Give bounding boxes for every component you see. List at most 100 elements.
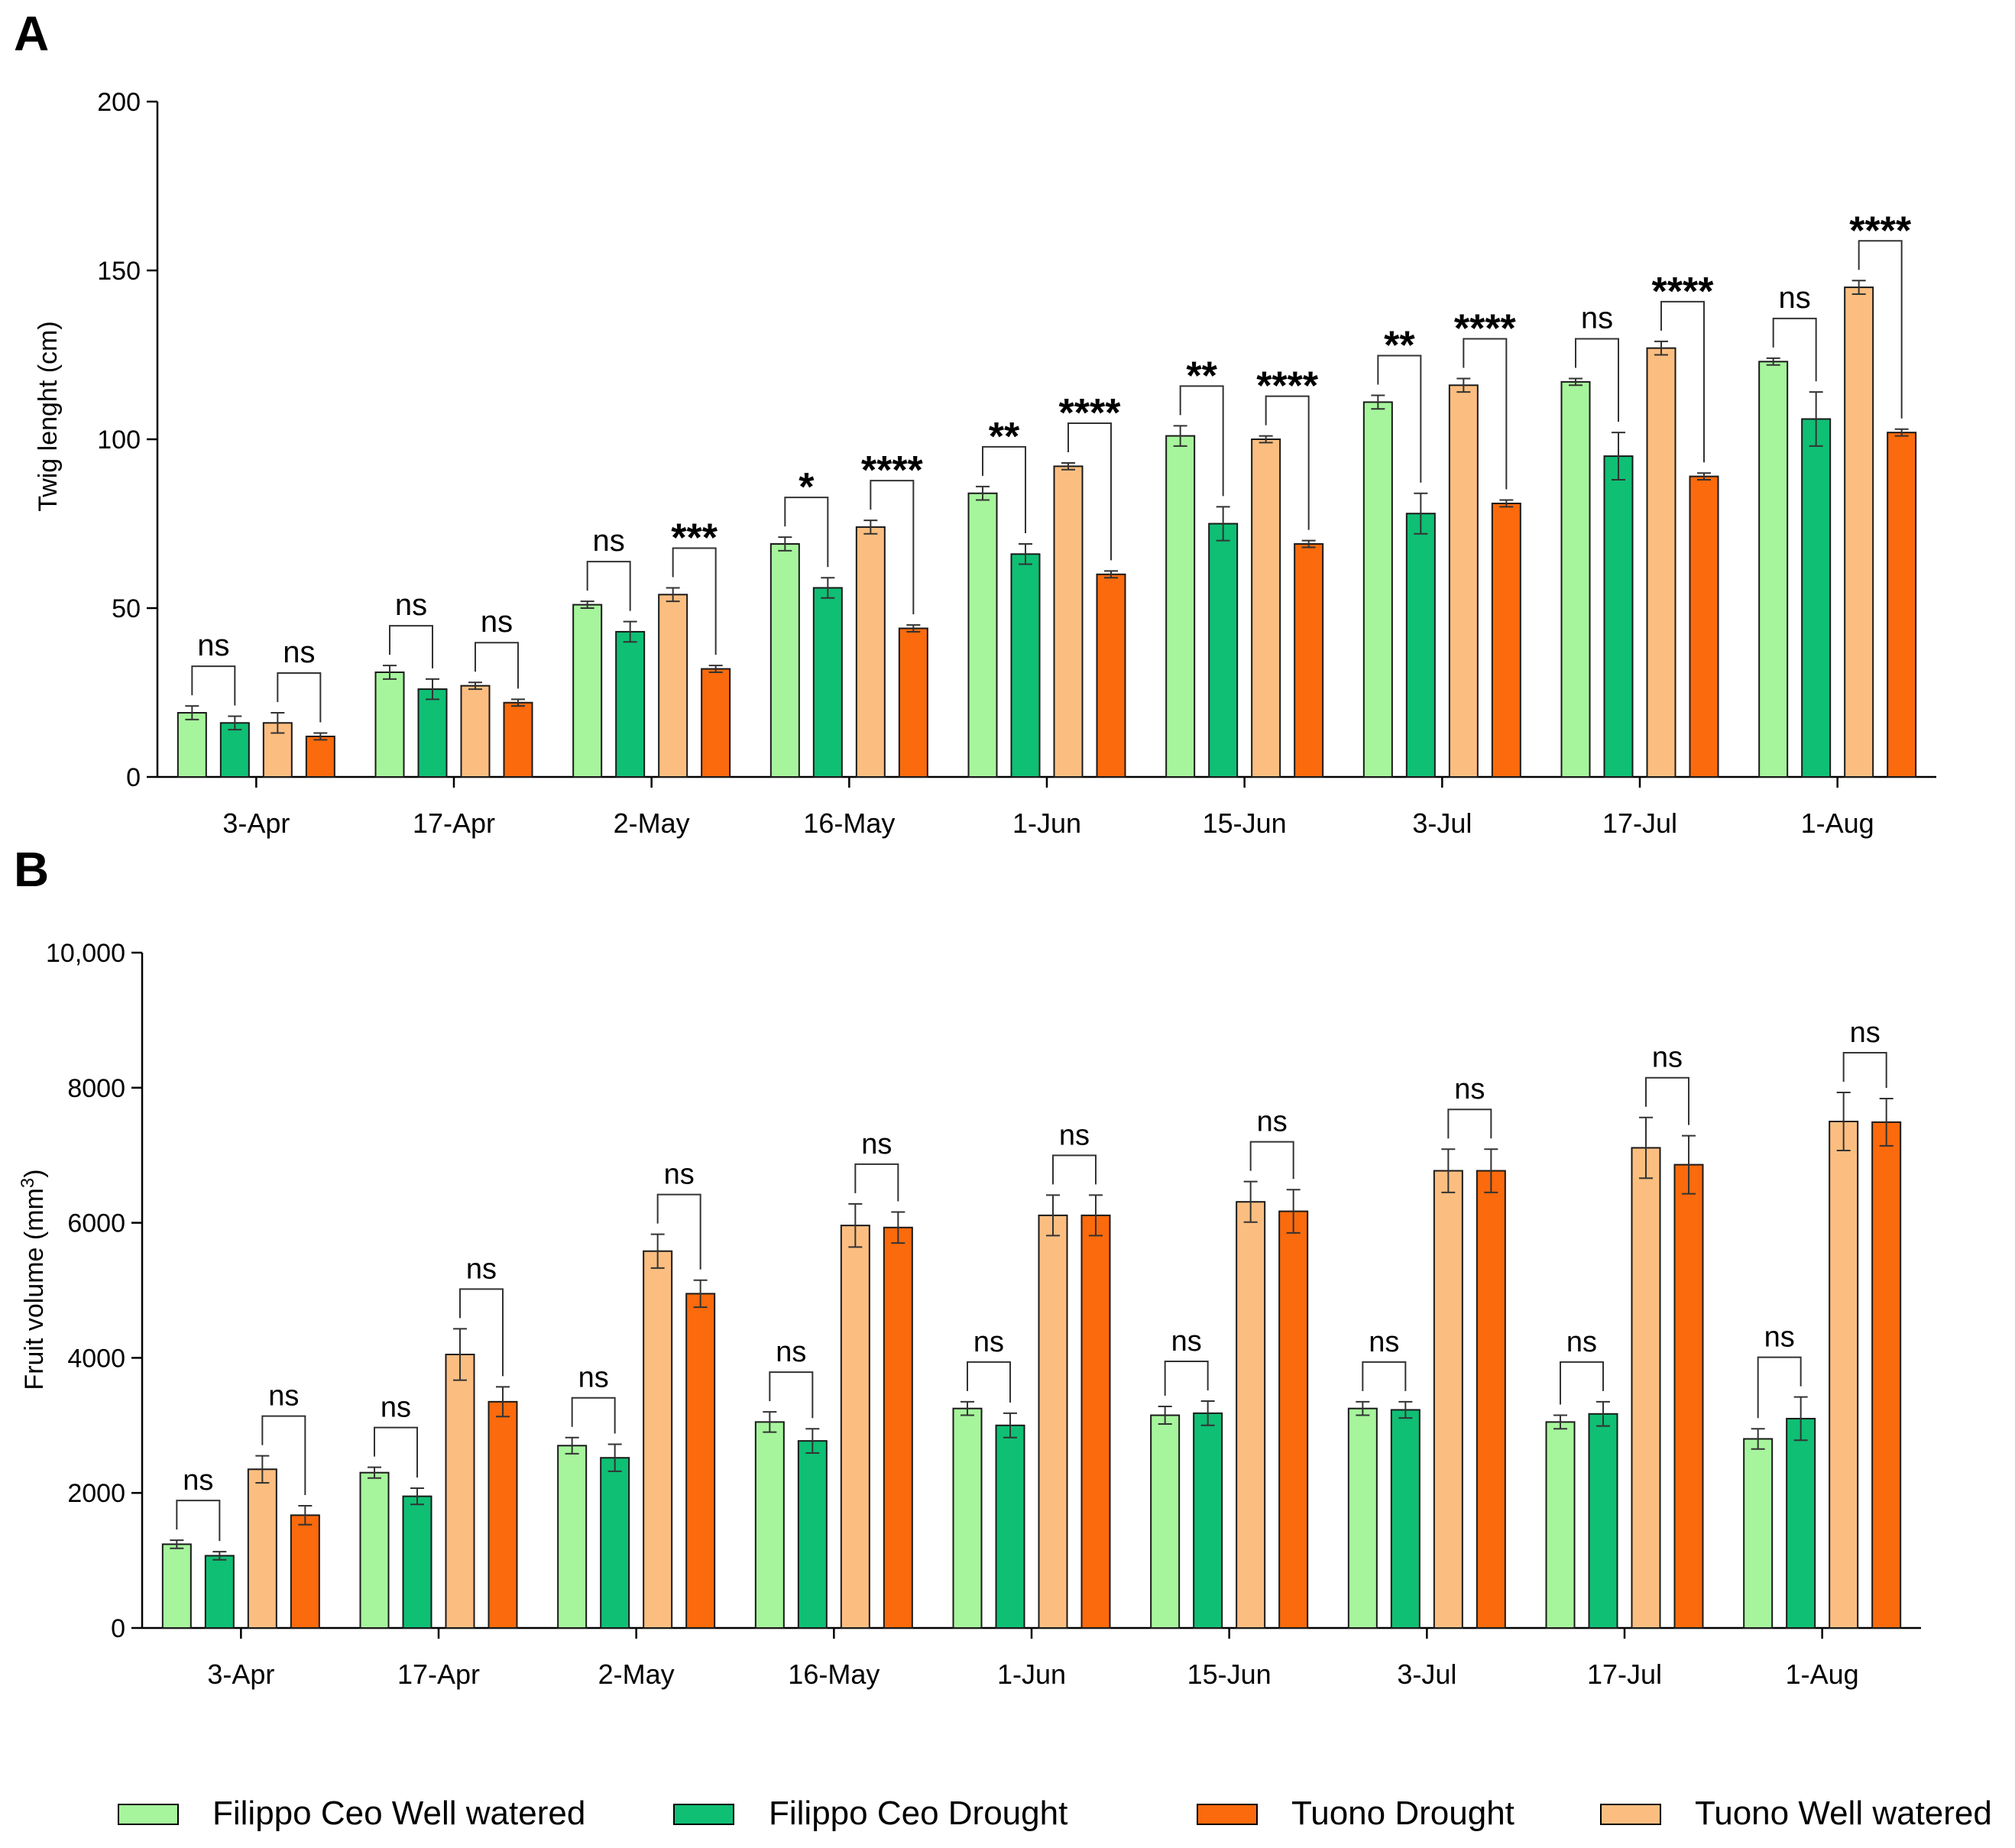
panel-b-bar-filippo-ceo-drought-3-jul bbox=[1390, 1409, 1421, 1630]
significance-label: ns bbox=[1850, 1017, 1881, 1049]
panel-a-significance-filippo-ceo-1-jun: ** bbox=[982, 415, 1026, 534]
panel-b-bar-tuono-well-watered-1-aug bbox=[1829, 1121, 1859, 1629]
significance-bracket bbox=[854, 1163, 899, 1202]
panel-a-y-tick-label: 100 bbox=[97, 426, 141, 455]
panel-b-error-bar-tuono-well-watered-2-may bbox=[650, 1233, 665, 1269]
significance-label: ns bbox=[481, 605, 513, 639]
panel-b-x-tick-label-1-jun: 1-Jun bbox=[997, 1659, 1066, 1690]
panel-b-bar-tuono-well-watered-1-jun bbox=[1038, 1214, 1068, 1629]
panel-b-error-bar-filippo-ceo-drought-17-apr bbox=[410, 1487, 424, 1506]
panel-a-error-bar-tuono-drought-16-may bbox=[906, 624, 921, 633]
panel-b-bar-tuono-well-watered-2-may bbox=[643, 1250, 673, 1630]
panel-b-bar-filippo-ceo-drought-3-apr bbox=[204, 1555, 235, 1629]
significance-label: ns bbox=[283, 636, 315, 669]
significance-bracket bbox=[1179, 385, 1224, 497]
panel-a-y-tick-label: 0 bbox=[126, 763, 141, 792]
panel-b-error-bar-filippo-ceo-well-watered-17-apr bbox=[368, 1466, 381, 1479]
panel-a-error-bar-tuono-well-watered-15-jun bbox=[1259, 435, 1273, 444]
panel-b-y-tick-label: 6000 bbox=[67, 1209, 125, 1238]
significance-bracket bbox=[1645, 1076, 1689, 1125]
significance-label: ns bbox=[1369, 1326, 1399, 1358]
panel-b-bar-tuono-drought-3-jul bbox=[1476, 1170, 1506, 1629]
panel-b-x-tick-label-17-apr: 17-Apr bbox=[397, 1659, 480, 1690]
panel-a-y-tick-label: 200 bbox=[97, 88, 141, 117]
panel-b-error-bar-filippo-ceo-well-watered-3-apr bbox=[170, 1539, 184, 1549]
significance-bracket bbox=[1265, 395, 1310, 530]
panel-a-bar-filippo-ceo-drought-16-may bbox=[812, 587, 843, 778]
legend-label-tuono-drought: Tuono Drought bbox=[1291, 1795, 1514, 1832]
panel-b-error-bar-filippo-ceo-drought-1-jun bbox=[1003, 1412, 1017, 1439]
significance-label: ns bbox=[861, 1128, 892, 1160]
panel-b-significance-tuono-3-apr: ns bbox=[261, 1380, 306, 1495]
panel-b-y-tick-label: 8000 bbox=[67, 1074, 125, 1103]
panel-a-error-bar-tuono-well-watered-2-may bbox=[666, 587, 680, 603]
significance-label: ns bbox=[1581, 301, 1613, 335]
panel-a-significance-tuono-2-may: *** bbox=[671, 516, 718, 655]
legend-item-filippo-ceo-drought: Filippo Ceo Drought bbox=[673, 1795, 1067, 1832]
significance-bracket bbox=[571, 1397, 616, 1434]
panel-a-error-bar-filippo-ceo-well-watered-15-jun bbox=[1173, 425, 1187, 447]
panel-b-x-tick-label-16-may: 16-May bbox=[788, 1659, 880, 1690]
panel-a-error-bar-filippo-ceo-well-watered-17-apr bbox=[383, 665, 397, 680]
panel-b-bar-filippo-ceo-well-watered-1-jun bbox=[952, 1407, 983, 1629]
panel-a-x-tick-label-1-jun: 1-Jun bbox=[1012, 807, 1081, 839]
panel-b-error-bar-tuono-drought-1-jun bbox=[1089, 1194, 1103, 1237]
panel-a-bar-filippo-ceo-drought-15-jun bbox=[1208, 523, 1239, 778]
panel-a-x-tick-label-17-jul: 17-Jul bbox=[1602, 807, 1677, 839]
panel-a-error-bar-filippo-ceo-drought-1-aug bbox=[1809, 391, 1823, 447]
panel-b-ylabel-sup: 3 bbox=[18, 1178, 38, 1188]
panel-b-bar-filippo-ceo-well-watered-3-jul bbox=[1347, 1407, 1378, 1629]
significance-bracket bbox=[1772, 317, 1817, 382]
panel-a-significance-filippo-ceo-17-jul: ns bbox=[1575, 301, 1619, 422]
panel-a-error-bar-filippo-ceo-drought-16-may bbox=[821, 577, 835, 599]
panel-b-bar-tuono-drought-15-jun bbox=[1278, 1210, 1309, 1629]
panel-b-bar-tuono-well-watered-3-apr bbox=[247, 1468, 277, 1630]
significance-label: ns bbox=[776, 1336, 806, 1368]
significance-label: ns bbox=[1454, 1073, 1485, 1105]
panel-b-error-bar-filippo-ceo-drought-3-apr bbox=[212, 1551, 227, 1561]
panel-b-ylabel-end: ) bbox=[20, 1169, 49, 1177]
panel-b-chart: B Fruit volume (mm3) 0 2000 4000 6000 8000 10… bbox=[14, 842, 1921, 1690]
panel-a-error-bar-tuono-well-watered-3-jul bbox=[1456, 377, 1471, 393]
legend-swatch-filippo-ceo-well-watered bbox=[118, 1804, 179, 1825]
panel-b-x-tick-label-3-jul: 3-Jul bbox=[1397, 1659, 1456, 1690]
panel-b-bar-tuono-well-watered-17-apr bbox=[445, 1353, 475, 1629]
panel-a-bar-tuono-well-watered-15-jun bbox=[1251, 439, 1281, 778]
significance-label: ns bbox=[395, 588, 427, 622]
panel-a-significance-filippo-ceo-2-may: ns bbox=[586, 524, 631, 611]
panel-a-bar-tuono-drought-16-may bbox=[898, 627, 928, 778]
panel-a-error-bar-filippo-ceo-well-watered-3-jul bbox=[1371, 394, 1385, 410]
panel-b-significance-tuono-2-may: ns bbox=[656, 1159, 701, 1270]
significance-bracket bbox=[982, 445, 1026, 534]
significance-label: ns bbox=[1171, 1325, 1202, 1358]
significance-label: ** bbox=[1186, 354, 1217, 398]
panel-a-x-tick-label-2-may: 2-May bbox=[614, 807, 690, 839]
panel-a-significance-filippo-ceo-1-aug: ns bbox=[1772, 281, 1817, 382]
significance-bracket bbox=[261, 1415, 306, 1495]
significance-label: ns bbox=[578, 1362, 609, 1394]
significance-label: * bbox=[799, 465, 815, 510]
panel-a-bar-filippo-ceo-drought-1-aug bbox=[1801, 418, 1832, 778]
panel-b-error-bar-tuono-well-watered-3-jul bbox=[1441, 1148, 1456, 1193]
panel-a-error-bar-tuono-well-watered-16-may bbox=[863, 519, 878, 535]
significance-bracket bbox=[672, 547, 717, 655]
significance-label: ns bbox=[1652, 1042, 1683, 1074]
significance-bracket bbox=[769, 1371, 814, 1419]
panel-a-bar-filippo-ceo-drought-17-apr bbox=[417, 688, 448, 778]
panel-a-bar-tuono-drought-1-jun bbox=[1096, 573, 1126, 778]
panel-b-error-bar-tuono-well-watered-17-jul bbox=[1639, 1116, 1653, 1180]
panel-a-significance-tuono-17-jul: **** bbox=[1652, 270, 1714, 463]
panel-a-significance-tuono-15-jun: **** bbox=[1256, 364, 1319, 530]
panel-a-chart: A Twig lenght (cm) 0 50 100 150 200 3-Apr 17-A… bbox=[14, 6, 1936, 839]
panel-b-error-bar-filippo-ceo-drought-17-jul bbox=[1596, 1400, 1610, 1427]
panel-b-bar-filippo-ceo-well-watered-17-apr bbox=[359, 1471, 390, 1630]
panel-a-significance-filippo-ceo-3-apr: ns bbox=[191, 629, 236, 706]
panel-a-error-bar-filippo-ceo-well-watered-3-apr bbox=[185, 705, 199, 720]
significance-bracket bbox=[1249, 1141, 1294, 1180]
panel-a-y-tick-label: 150 bbox=[97, 257, 141, 286]
significance-bracket bbox=[277, 672, 322, 723]
panel-b-bar-filippo-ceo-well-watered-1-aug bbox=[1743, 1438, 1774, 1629]
panel-a-error-bar-filippo-ceo-drought-3-jul bbox=[1414, 492, 1428, 535]
panel-a-error-bar-filippo-ceo-drought-2-may bbox=[623, 620, 637, 643]
significance-bracket bbox=[1362, 1361, 1407, 1391]
